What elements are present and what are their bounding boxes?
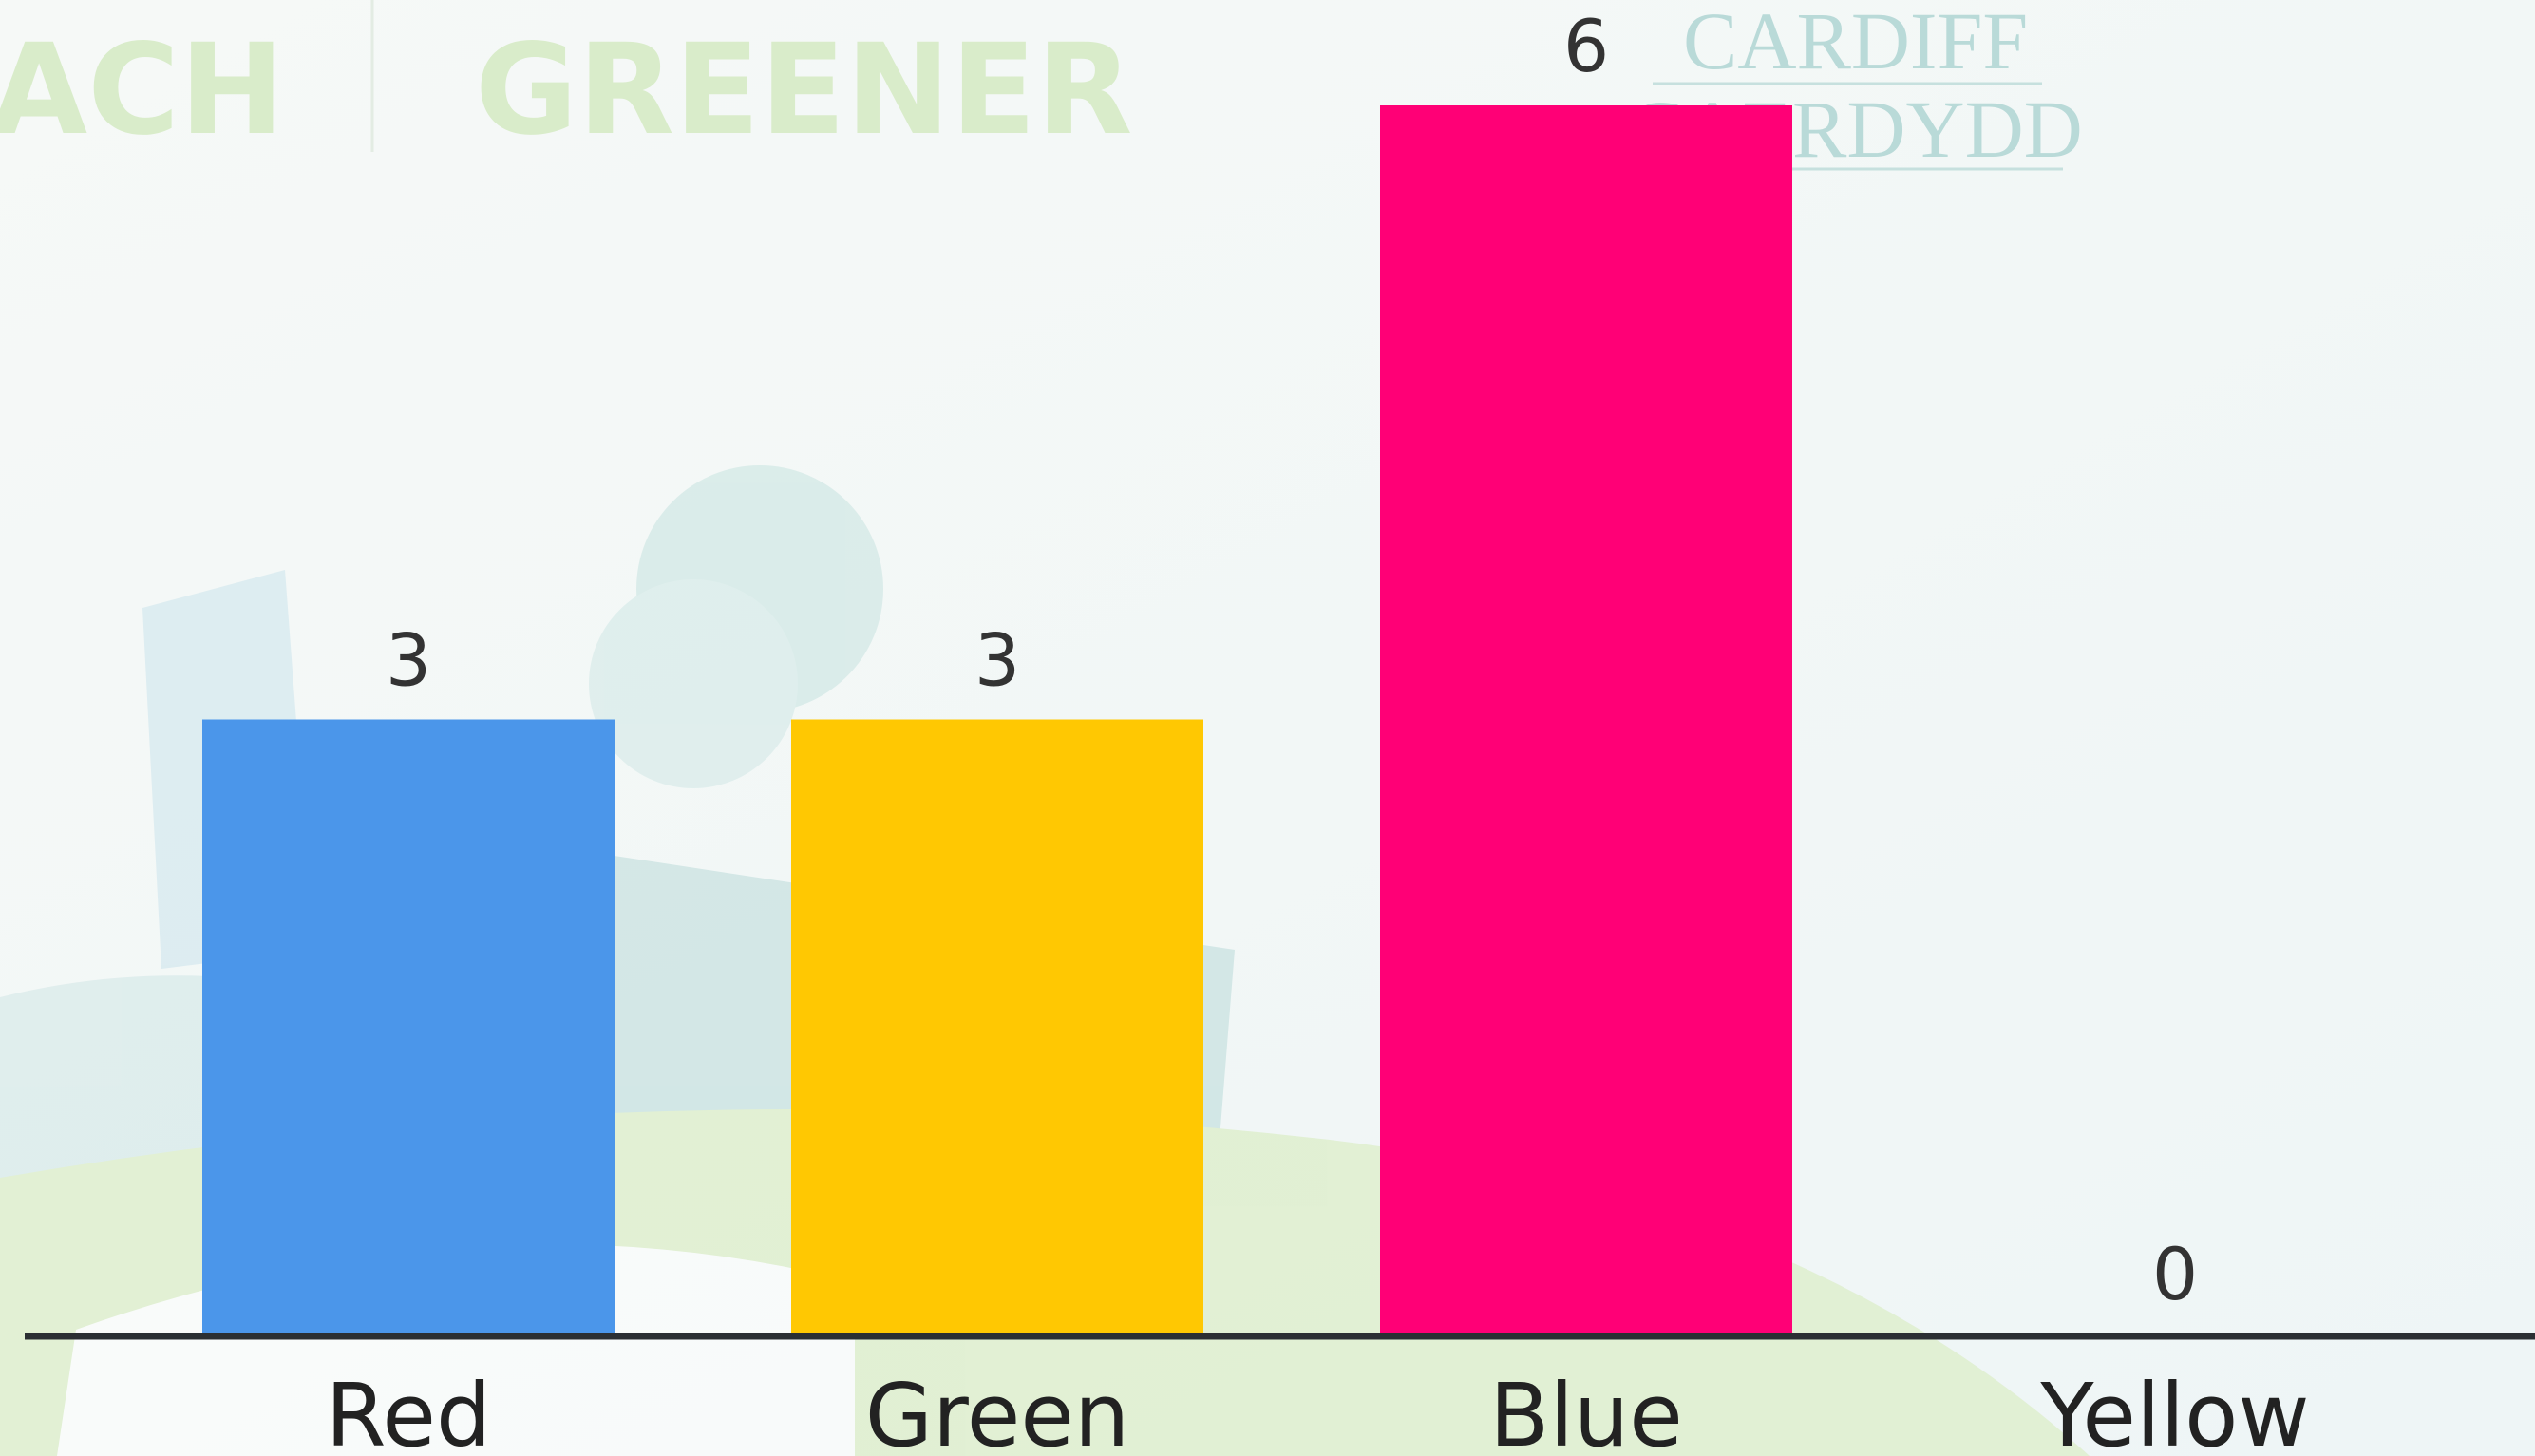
bar bbox=[1380, 105, 1792, 1333]
watermark: ACH bbox=[0, 17, 285, 163]
watermark: CARDIFF bbox=[1683, 0, 2028, 86]
watermark: GREENER bbox=[475, 17, 1133, 163]
bar bbox=[791, 719, 1203, 1333]
x-tick-label: Red bbox=[326, 1365, 492, 1456]
x-tick-label: Green bbox=[865, 1365, 1130, 1456]
data-label: 6 bbox=[1563, 4, 1609, 88]
bar bbox=[202, 719, 615, 1333]
x-tick-label: Yellow bbox=[2039, 1365, 2309, 1456]
data-label: 3 bbox=[386, 618, 431, 703]
data-label: 3 bbox=[974, 618, 1020, 703]
x-tick-label: Blue bbox=[1489, 1365, 1683, 1456]
data-label: 0 bbox=[2152, 1232, 2198, 1316]
plot-area: 3 Red 3 Green 6 Blue 0 Yellow bbox=[25, 4, 2535, 1456]
